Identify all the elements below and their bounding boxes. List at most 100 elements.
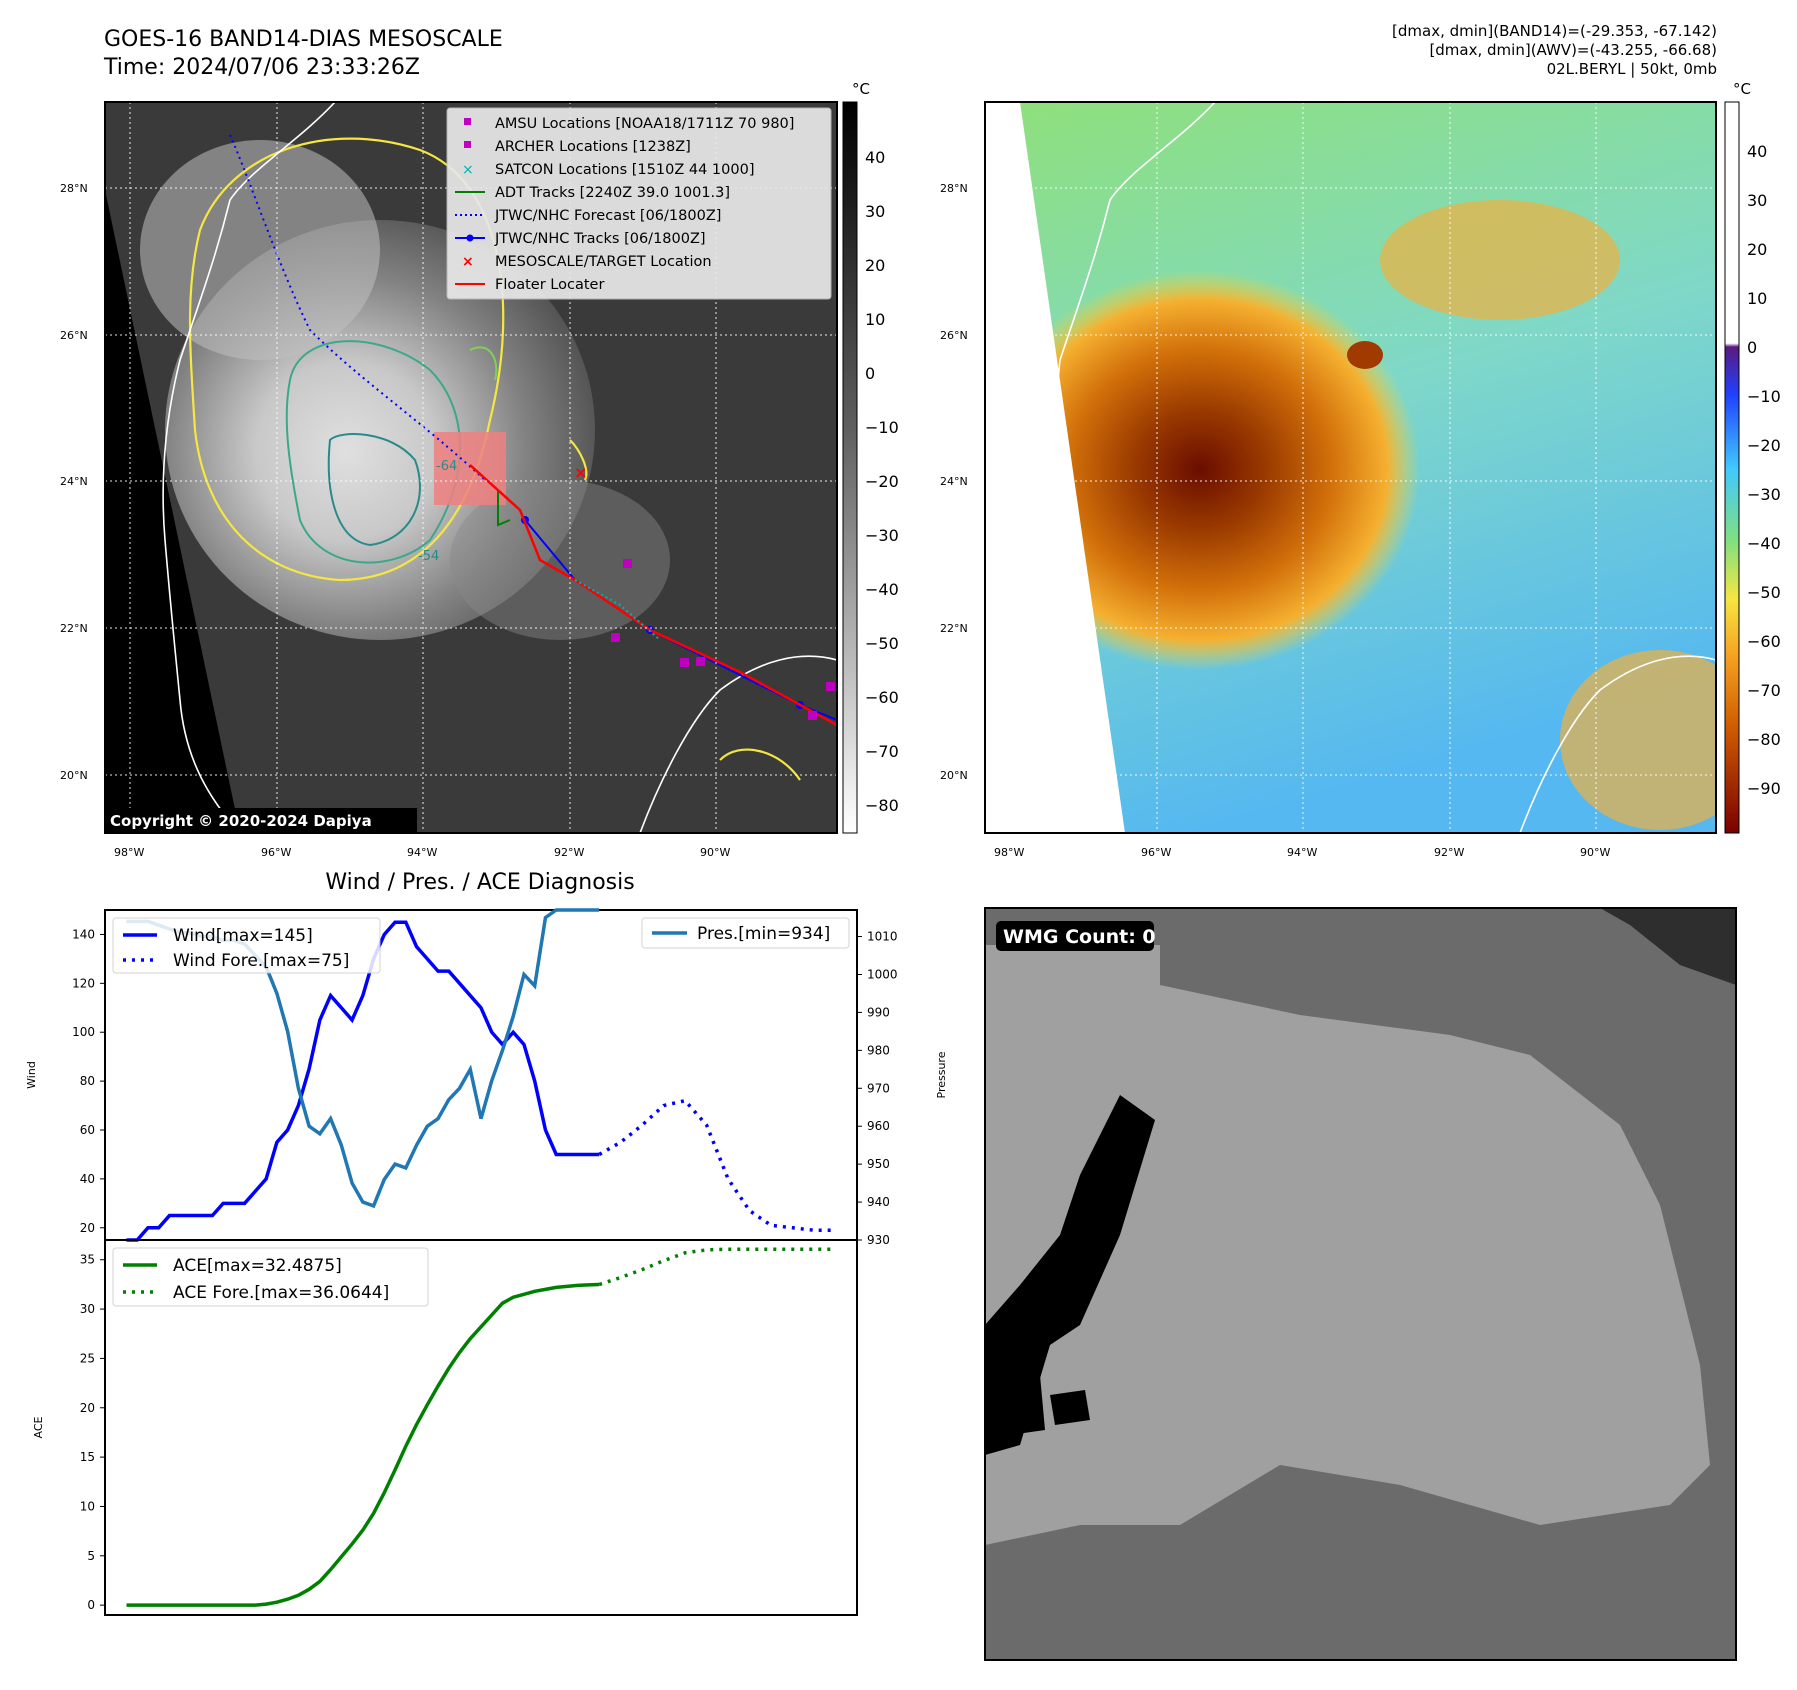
outer-band <box>450 480 670 640</box>
svg-text:−90: −90 <box>1747 779 1781 798</box>
pres-ytick-label: 1000 <box>867 967 898 981</box>
pres-ylabel: Pressure <box>935 1051 948 1098</box>
contour-label-64: -64 <box>436 459 457 474</box>
ace-ytick-label: 5 <box>87 1549 95 1563</box>
svg-text:28°N: 28°N <box>60 182 88 195</box>
svg-text:94°W: 94°W <box>1287 846 1317 859</box>
pres-ytick-label: 980 <box>867 1043 890 1057</box>
pres-ytick-label: 960 <box>867 1119 890 1133</box>
ace-ytick-label: 35 <box>80 1253 95 1267</box>
diagnosis-chart: Wind / Pres. / ACE Diagnosis 14012010080… <box>25 870 948 1616</box>
wind-ytick-label: 40 <box>80 1172 95 1186</box>
awv-panel: °C 40 30 20 10 0 −10 −20 −30 −40 −50 −60… <box>940 80 1781 859</box>
info-line-1: [dmax, dmin](BAND14)=(-29.353, -67.142) <box>1392 22 1717 40</box>
svg-text:−60: −60 <box>1747 632 1781 651</box>
svg-text:24°N: 24°N <box>60 475 88 488</box>
svg-text:−70: −70 <box>865 742 899 761</box>
diagnosis-title: Wind / Pres. / ACE Diagnosis <box>325 870 634 895</box>
svg-text:96°W: 96°W <box>261 846 291 859</box>
svg-text:×: × <box>462 254 474 270</box>
svg-text:−80: −80 <box>865 796 899 815</box>
svg-text:30: 30 <box>865 202 885 221</box>
wind-legend-box <box>112 917 381 974</box>
svg-text:30: 30 <box>1747 191 1767 210</box>
wind-ytick-label: 80 <box>80 1074 95 1088</box>
svg-text:−30: −30 <box>865 526 899 545</box>
ir-unit: °C <box>852 80 870 98</box>
coastline-yucatan <box>639 655 837 833</box>
ace-ytick-label: 10 <box>80 1499 95 1513</box>
ir-colorbar <box>842 101 858 834</box>
ace-ytick-label: 15 <box>80 1450 95 1464</box>
ace-legend-box <box>112 1247 429 1307</box>
coastline-west <box>162 102 336 833</box>
pres-legend-label: Pres.[min=934] <box>697 924 830 944</box>
ace-plot-frame <box>104 1239 858 1616</box>
svg-text:−50: −50 <box>865 634 899 653</box>
wind-ytick-label: 140 <box>72 927 95 941</box>
svg-text:−20: −20 <box>865 472 899 491</box>
svg-text:−10: −10 <box>865 418 899 437</box>
contour-yellow <box>188 137 505 582</box>
svg-text:40: 40 <box>865 148 885 167</box>
no-data-wedge <box>105 102 240 833</box>
svg-text:90°W: 90°W <box>1580 846 1610 859</box>
copyright-label: Copyright © 2020-2024 Dapiya <box>110 812 372 830</box>
pres-ytick-label: 950 <box>867 1157 890 1171</box>
wmg-light-region <box>985 945 1710 1545</box>
svg-text:26°N: 26°N <box>60 329 88 342</box>
wmg-black-band <box>985 1095 1155 1455</box>
title-line-1: GOES-16 BAND14-DIAS MESOSCALE <box>104 27 503 52</box>
info-line-3: 02L.BERYL | 50kt, 0mb <box>1546 60 1717 78</box>
wind-ylabel: Wind <box>25 1061 38 1089</box>
svg-text:×: × <box>462 162 474 178</box>
svg-text:96°W: 96°W <box>1141 846 1171 859</box>
north-cloud-band <box>140 140 380 360</box>
svg-text:26°N: 26°N <box>940 329 968 342</box>
svg-text:20: 20 <box>865 256 885 275</box>
svg-text:−30: −30 <box>1747 485 1781 504</box>
ace-legend-label: ACE Fore.[max=36.0644] <box>173 1283 389 1303</box>
contour-label-54: -54 <box>418 549 439 564</box>
wind-series-0 <box>126 920 600 1242</box>
svg-text:−40: −40 <box>1747 534 1781 553</box>
contour-teal-outer <box>285 340 461 564</box>
ir-panel: × -64 -54 Copyright © 2020-2024 Dapiya A… <box>60 80 899 859</box>
svg-text:−50: −50 <box>1747 583 1781 602</box>
pres-legend-box <box>641 917 850 949</box>
ir-legend <box>446 107 832 300</box>
svg-text:10: 10 <box>1747 289 1767 308</box>
pres-ytick-label: 940 <box>867 1195 890 1209</box>
wmg-count-badge <box>996 921 1154 951</box>
contour-teal-inner <box>327 433 421 547</box>
ace-plot: 35 30 25 20 15 10 5 0 ACE ACE[max=32.4875] ACE For… <box>32 1239 858 1616</box>
ace-ytick-label: 20 <box>80 1401 95 1415</box>
legend-target: MESOSCALE/TARGET Location <box>495 254 712 270</box>
svg-text:22°N: 22°N <box>60 622 88 635</box>
svg-text:−10: −10 <box>1747 387 1781 406</box>
awv-dry-core <box>985 270 1420 670</box>
svg-text:0: 0 <box>865 364 875 383</box>
ace-ytick-label: 30 <box>80 1302 95 1316</box>
svg-text:22°N: 22°N <box>940 622 968 635</box>
forecast-track <box>229 134 486 481</box>
pres-ytick-label: 930 <box>867 1233 890 1247</box>
svg-text:92°W: 92°W <box>1434 846 1464 859</box>
awv-spot <box>1347 341 1383 369</box>
pres-ytick-label: 1010 <box>867 930 898 944</box>
legend-archer: ARCHER Locations [1238Z] <box>495 139 691 155</box>
svg-text:−70: −70 <box>1747 681 1781 700</box>
svg-text:−80: −80 <box>1747 730 1781 749</box>
awv-colorbar <box>1724 101 1740 834</box>
wmg-count-text: WMG Count: 0 <box>1003 926 1156 948</box>
svg-text:20°N: 20°N <box>60 769 88 782</box>
svg-text:−40: −40 <box>865 580 899 599</box>
ace-ytick-label: 0 <box>87 1598 95 1612</box>
svg-text:28°N: 28°N <box>940 182 968 195</box>
svg-text:20°N: 20°N <box>940 769 968 782</box>
svg-text:10: 10 <box>865 310 885 329</box>
pres-ytick-label: 990 <box>867 1005 890 1019</box>
svg-text:94°W: 94°W <box>407 846 437 859</box>
svg-text:24°N: 24°N <box>940 475 968 488</box>
adt-track <box>497 490 511 527</box>
